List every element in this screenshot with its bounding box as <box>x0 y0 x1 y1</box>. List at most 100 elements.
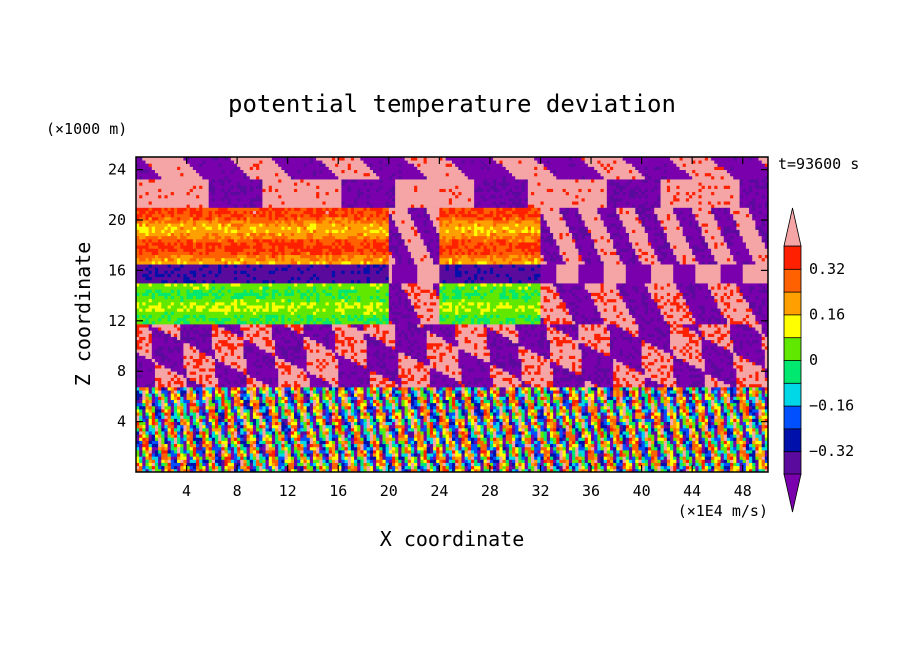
heatmap-cell <box>702 412 706 416</box>
heatmap-cell <box>762 403 766 407</box>
heatmap-cell <box>648 459 652 463</box>
heatmap-cell <box>474 456 478 460</box>
heatmap-cell <box>382 400 386 404</box>
heatmap-cell <box>613 437 617 441</box>
heatmap-cell <box>619 466 623 470</box>
heatmap-cell <box>319 418 323 422</box>
heatmap-cell <box>477 441 481 445</box>
heatmap-cell <box>613 441 617 445</box>
heatmap-cell <box>556 396 560 400</box>
heatmap-cell <box>740 425 744 429</box>
heatmap-cell <box>648 444 652 448</box>
heatmap-cell <box>752 428 756 432</box>
heatmap-cell <box>506 466 510 470</box>
heatmap-cell <box>461 422 465 426</box>
heatmap-cell <box>155 456 159 460</box>
heatmap-cell <box>272 415 276 419</box>
heatmap-cell <box>392 459 396 463</box>
heatmap-cell <box>534 453 538 457</box>
heatmap-cell <box>313 437 317 441</box>
heatmap-cell <box>297 406 301 410</box>
heatmap-cell <box>424 441 428 445</box>
heatmap-cell <box>525 393 529 397</box>
heatmap-cell <box>297 453 301 457</box>
heatmap-cell <box>357 393 361 397</box>
heatmap-cell <box>673 400 677 404</box>
heatmap-cell <box>695 403 699 407</box>
heatmap-cell <box>550 466 554 470</box>
heatmap-cell <box>174 393 178 397</box>
heatmap-cell <box>382 459 386 463</box>
heatmap-cell <box>629 450 633 454</box>
heatmap-cell <box>307 444 311 448</box>
heatmap-cell <box>680 406 684 410</box>
heatmap-cell <box>496 431 500 435</box>
heatmap-cell <box>736 450 740 454</box>
heatmap-cell <box>705 409 709 413</box>
heatmap-cell <box>695 425 699 429</box>
heatmap-cell <box>424 393 428 397</box>
heatmap-cell <box>585 434 589 438</box>
heatmap-cell <box>708 406 712 410</box>
heatmap-cell <box>243 409 247 413</box>
heatmap-cell <box>237 428 241 432</box>
heatmap-cell <box>212 437 216 441</box>
heatmap-cell <box>484 415 488 419</box>
heatmap-cell <box>642 400 646 404</box>
heatmap-cell <box>468 406 472 410</box>
heatmap-cell <box>152 453 156 457</box>
heatmap-cell <box>654 466 658 470</box>
heatmap-cell <box>547 434 551 438</box>
heatmap-cell <box>379 431 383 435</box>
heatmap-cell <box>458 456 462 460</box>
heatmap-cell <box>566 403 570 407</box>
heatmap-cell <box>645 400 649 404</box>
heatmap-cell <box>601 459 605 463</box>
heatmap-cell <box>553 409 557 413</box>
heatmap-cell <box>259 447 263 451</box>
heatmap-cell <box>209 453 213 457</box>
heatmap-cell <box>401 431 405 435</box>
heatmap-cell <box>736 431 740 435</box>
heatmap-cell <box>278 453 282 457</box>
heatmap-cell <box>294 422 298 426</box>
heatmap-cell <box>218 459 222 463</box>
heatmap-cell <box>572 403 576 407</box>
heatmap-cell <box>702 422 706 426</box>
heatmap-cell <box>360 428 364 432</box>
heatmap-cell <box>322 459 326 463</box>
heatmap-cell <box>673 403 677 407</box>
heatmap-cell <box>591 459 595 463</box>
heatmap-cell <box>354 437 358 441</box>
heatmap-cell <box>275 409 279 413</box>
heatmap-cell <box>376 463 380 467</box>
heatmap-cell <box>417 450 421 454</box>
heatmap-cell <box>247 453 251 457</box>
heatmap-cell <box>594 463 598 467</box>
heatmap-cell <box>632 437 636 441</box>
heatmap-cell <box>164 412 168 416</box>
heatmap-cell <box>610 459 614 463</box>
heatmap-cell <box>607 447 611 451</box>
heatmap-cell <box>717 434 721 438</box>
heatmap-cell <box>161 444 165 448</box>
heatmap-cell <box>616 431 620 435</box>
heatmap-cell <box>145 396 149 400</box>
heatmap-cell <box>452 437 456 441</box>
heatmap-cell <box>471 428 475 432</box>
heatmap-cell <box>667 412 671 416</box>
heatmap-cell <box>398 459 402 463</box>
heatmap-cell <box>544 412 548 416</box>
heatmap-cell <box>714 456 718 460</box>
heatmap-cell <box>168 406 172 410</box>
heatmap-cell <box>237 412 241 416</box>
heatmap-cell <box>616 400 620 404</box>
heatmap-cell <box>171 463 175 467</box>
heatmap-cell <box>657 425 661 429</box>
heatmap-cell <box>575 418 579 422</box>
heatmap-cell <box>601 431 605 435</box>
heatmap-cell <box>572 437 576 441</box>
heatmap-cell <box>436 447 440 451</box>
heatmap-cell <box>171 415 175 419</box>
heatmap-cell <box>360 403 364 407</box>
